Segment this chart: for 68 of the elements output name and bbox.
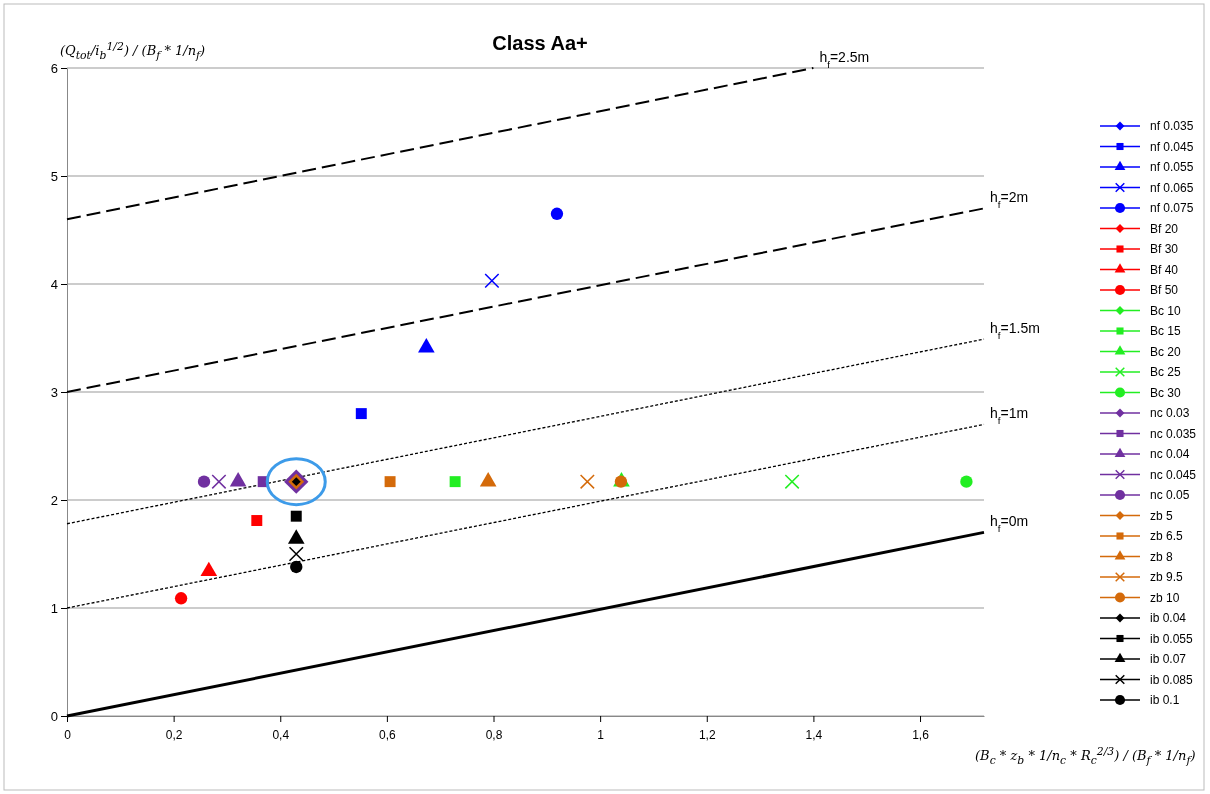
legend-label: nc 0.05 (1150, 488, 1190, 502)
point (784, 474, 800, 490)
chart-title: Class Aa+ (492, 32, 588, 54)
point (174, 592, 188, 605)
legend-label: Bc 15 (1150, 324, 1182, 338)
legend-label: Bf 20 (1150, 221, 1179, 236)
legend-label: Bf 50 (1150, 283, 1179, 297)
legend-label: nc 0.04 (1150, 447, 1190, 461)
x-tick-label: 0,4 (272, 728, 290, 743)
point (960, 475, 973, 488)
legend-label: ib 0.085 (1150, 672, 1194, 687)
series-label: h$_{f}$=2.5m (819, 49, 870, 70)
legend-label: ib 0.07 (1150, 652, 1187, 666)
legend-label: zb 9.5 (1150, 570, 1184, 584)
point (288, 546, 304, 562)
x-tick-label: 0,6 (379, 728, 397, 743)
x-tick-label: 0,8 (485, 728, 503, 743)
legend-label: nf 0.075 (1150, 201, 1194, 215)
series-label: h$_{f}$=1m (990, 405, 1029, 426)
series-label: h$_{f}$=0m (990, 513, 1029, 534)
y-tick-label: 5 (50, 168, 58, 184)
point (211, 474, 227, 490)
legend-label: nf 0.055 (1150, 160, 1194, 174)
legend-label: Bc 25 (1150, 365, 1182, 379)
y-tick-label: 4 (50, 276, 58, 292)
point (484, 273, 500, 289)
y-tick-label: 0 (50, 708, 58, 724)
legend-label: nc 0.045 (1150, 467, 1197, 482)
legend-label: nf 0.045 (1150, 139, 1194, 154)
legend-label: Bf 30 (1150, 242, 1179, 256)
legend-label: nf 0.065 (1150, 180, 1194, 195)
point (197, 475, 211, 488)
x-tick-label: 1 (597, 728, 605, 743)
text: (Q$_{tot}$/i$_{b}$$^{1/2}$) / (B$_{f}$ * 1/n$_{f}$) (60, 40, 206, 62)
point (290, 560, 303, 574)
y-tick-label: 6 (50, 60, 58, 76)
y-tick-label: 2 (50, 492, 58, 508)
legend-label: nf 0.035 (1150, 119, 1194, 133)
point (579, 474, 595, 490)
y-tick-label: 1 (50, 600, 58, 616)
x-tick-label: 0 (64, 728, 72, 743)
legend-label: ib 0.055 (1150, 631, 1194, 646)
point (251, 515, 263, 526)
x-tick-label: 1,6 (912, 728, 930, 743)
point (290, 510, 302, 522)
series-label: h$_{f}$=1.5m (990, 320, 1040, 341)
point (384, 476, 396, 488)
legend-label: zb 5 (1150, 508, 1174, 523)
legend-label: zb 6.5 (1150, 529, 1184, 543)
point (449, 476, 461, 488)
legend-label: Bf 40 (1150, 262, 1179, 277)
legend-label: ib 0.1 (1150, 693, 1180, 707)
legend-label: Bc 10 (1150, 303, 1182, 318)
point (355, 408, 367, 420)
point (550, 207, 564, 220)
legend-label: Bc 30 (1150, 385, 1182, 400)
legend-label: nc 0.035 (1150, 426, 1197, 441)
legend-label: nc 0.03 (1150, 406, 1190, 420)
legend-label: Bc 20 (1150, 344, 1182, 359)
text: (B$_{c}$ * z$_{b}$ * 1/n$_{c}$ * R$_{c}$$^{2/3}$) / (B$_{f}$ * 1/n$_{f}$) (975, 745, 1196, 767)
series-label: h$_{f}$=2m (990, 189, 1029, 210)
legend-label: zb 10 (1150, 590, 1180, 605)
y-tick-label: 3 (50, 384, 58, 400)
x-tick-label: 0,2 (165, 728, 183, 743)
x-tick-label: 1,4 (805, 728, 823, 743)
legend-label: zb 8 (1150, 549, 1174, 564)
x-tick-label: 1,2 (698, 728, 716, 743)
legend-label: ib 0.04 (1150, 611, 1187, 625)
